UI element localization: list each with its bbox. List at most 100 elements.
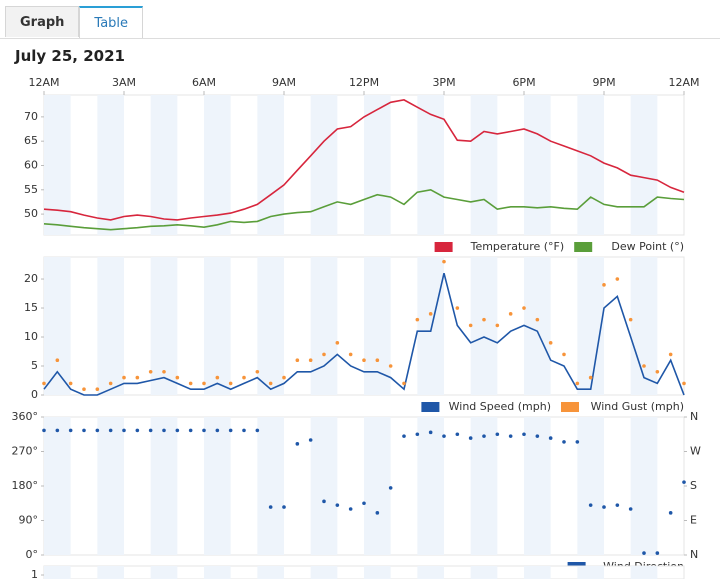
data-point: [548, 341, 553, 345]
hour-band: [417, 257, 444, 395]
tabs: Graph Table: [5, 6, 144, 38]
y2-tick-label: N: [690, 410, 698, 423]
data-point: [282, 505, 286, 509]
hour-band: [257, 257, 284, 395]
x-tick-label: 9AM: [272, 76, 296, 89]
hour-band: [417, 417, 444, 555]
y-tick-label: 60: [24, 158, 38, 171]
hour-band: [150, 417, 178, 555]
data-point: [175, 375, 180, 380]
data-point: [655, 370, 660, 374]
hour-band: [470, 257, 498, 395]
x-tick-label: 12PM: [349, 76, 379, 89]
hour-band: [44, 417, 71, 555]
hour-band: [310, 417, 338, 555]
data-point: [508, 312, 513, 316]
legend-swatch: [434, 242, 453, 252]
y-tick-label: 270°: [12, 445, 39, 458]
tab[interactable]: Graph: [5, 6, 80, 37]
data-point: [362, 501, 366, 506]
hour-band: [97, 566, 124, 579]
data-point: [282, 375, 286, 380]
data-point: [242, 375, 246, 380]
data-point: [588, 503, 593, 507]
data-point: [295, 442, 300, 446]
y-tick-label: 20: [24, 272, 38, 285]
data-point: [255, 370, 260, 374]
data-point: [108, 428, 113, 433]
data-point: [322, 499, 326, 504]
y-tick-label: 70: [24, 110, 38, 123]
data-point: [522, 432, 526, 437]
data-point: [388, 364, 393, 368]
data-point: [228, 428, 233, 433]
hour-band: [364, 257, 391, 395]
data-point: [348, 352, 353, 357]
hour-band: [204, 257, 231, 395]
data-point: [202, 381, 206, 386]
hour-band: [150, 566, 178, 579]
y-tick-label: 65: [24, 134, 38, 147]
data-point: [535, 317, 540, 322]
data-point: [175, 428, 180, 433]
data-point: [482, 317, 486, 322]
data-point: [268, 381, 273, 386]
y2-tick-label: W: [690, 445, 701, 458]
hour-band: [417, 95, 444, 235]
data-point: [428, 312, 433, 316]
data-point: [482, 434, 486, 438]
data-point: [628, 507, 633, 511]
x-tick-label: 6PM: [512, 76, 535, 89]
data-point: [668, 352, 673, 357]
x-tick-label: 12AM: [668, 76, 699, 89]
data-point: [428, 430, 433, 435]
data-point: [468, 323, 473, 328]
data-point: [188, 428, 193, 433]
data-point: [562, 440, 566, 444]
hour-band: [524, 95, 551, 235]
legend-label: Wind Gust (mph): [591, 400, 684, 413]
data-point: [68, 428, 73, 433]
hour-band: [364, 417, 391, 555]
data-point: [55, 358, 60, 363]
hour-band: [44, 95, 71, 235]
data-point: [628, 317, 633, 322]
data-line: [43, 99, 685, 221]
y-tick-label: 15: [24, 301, 38, 314]
hour-band: [97, 257, 124, 395]
legend-label: Wind Speed (mph): [449, 400, 551, 413]
data-point: [268, 505, 273, 509]
data-point: [375, 511, 380, 515]
data-line: [43, 188, 685, 231]
data-point: [668, 511, 673, 515]
tab[interactable]: Table: [79, 6, 144, 38]
hour-band: [150, 95, 178, 235]
data-point: [308, 438, 313, 442]
data-point: [375, 358, 380, 363]
hour-band: [577, 95, 604, 235]
x-tick-label: 12AM: [28, 76, 59, 89]
hour-band: [630, 257, 658, 395]
hour-band: [310, 95, 338, 235]
data-point: [548, 436, 553, 440]
hour-band: [97, 95, 124, 235]
data-point: [535, 434, 540, 438]
hour-band: [44, 566, 71, 579]
data-point: [122, 428, 126, 433]
data-point: [575, 440, 580, 444]
data-point: [388, 486, 393, 490]
data-point: [682, 381, 686, 386]
hour-band: [630, 95, 658, 235]
data-point: [335, 503, 340, 507]
data-point: [468, 436, 473, 440]
y-tick-label: 5: [31, 359, 38, 372]
data-point: [42, 381, 46, 386]
date-title: July 25, 2021: [15, 47, 125, 65]
data-point: [82, 387, 86, 392]
data-point: [602, 505, 606, 509]
hour-band: [364, 95, 391, 235]
data-point: [215, 375, 220, 380]
data-point: [562, 352, 566, 357]
